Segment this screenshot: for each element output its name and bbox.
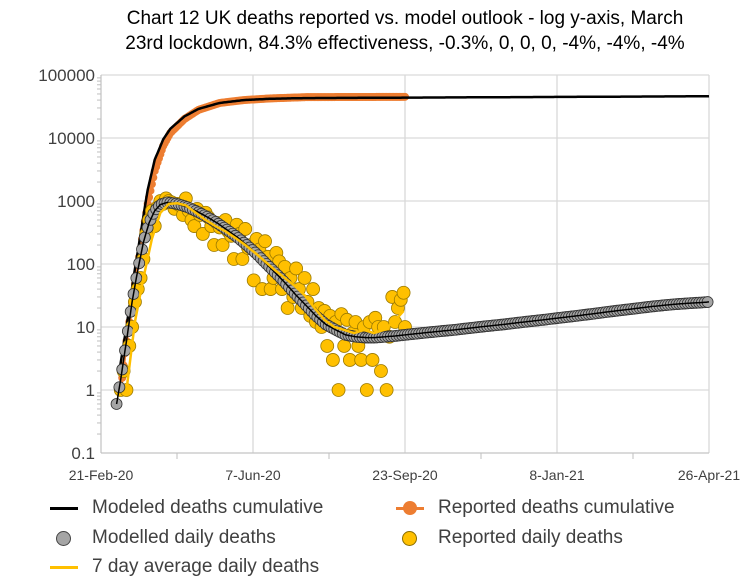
reported-daily-point (374, 364, 388, 378)
x-tick-label: 8-Jan-21 (529, 467, 584, 483)
x-tick-label: 26-Apr-21 (678, 467, 740, 483)
legend-gray-circle-icon (46, 531, 82, 546)
reported-daily-point (195, 227, 210, 241)
y-tick-label: 100 (67, 255, 95, 274)
reported-daily-point (280, 301, 295, 315)
reported-daily-point (187, 219, 202, 233)
x-tick-label: 7-Jun-20 (225, 467, 280, 483)
y-tick-label: 1000 (57, 192, 95, 211)
reported-daily-point (331, 383, 346, 397)
reported-daily-point (238, 222, 253, 236)
y-tick-label: 10000 (48, 129, 95, 148)
x-tick-label: 21-Feb-20 (69, 467, 134, 483)
reported-daily-point (297, 271, 312, 285)
y-tick-label: 0.1 (71, 444, 95, 463)
legend-modelled-daily: Modelled daily deaths (46, 527, 276, 549)
modeled-cumulative-line (118, 94, 710, 372)
legend-reported-cumulative: Reported deaths cumulative (392, 497, 675, 519)
reported-daily-point (365, 353, 380, 367)
reported-daily-point (337, 339, 352, 353)
legend-reported-daily: Reported daily deaths (392, 527, 623, 549)
y-tick-label: 100000 (38, 66, 95, 85)
chart-title-line2: 23rd lockdown, 84.3% effectiveness, -0.3… (125, 33, 685, 54)
y-tick-label: 10 (76, 318, 95, 337)
legend-label: Reported daily deaths (438, 527, 623, 548)
reported-daily-point (289, 261, 304, 276)
legend-line-yellow-icon (46, 560, 82, 574)
reported-daily-point (215, 238, 230, 252)
seven-day-average-line (125, 202, 405, 391)
legend-label: Reported deaths cumulative (438, 497, 675, 518)
reported-daily-point (258, 234, 272, 249)
x-tick-label: 23-Sep-20 (372, 467, 438, 483)
reported-daily-point (325, 353, 340, 367)
legend-label: 7 day average daily deaths (92, 556, 320, 577)
modelled-daily-line (115, 201, 710, 405)
chart-title-line1: Chart 12 UK deaths reported vs. model ou… (126, 8, 684, 29)
legend-yellow-circle-icon (392, 531, 428, 546)
reported-daily-point (235, 252, 250, 266)
y-tick-label: 1 (86, 381, 95, 400)
legend-label: Modeled deaths cumulative (92, 497, 324, 518)
reported-daily-point (396, 285, 411, 300)
reported-daily-point (320, 339, 335, 353)
reported-daily-point (306, 282, 320, 296)
reported-daily-point (246, 273, 261, 288)
legend-modeled-cumulative: Modeled deaths cumulative (46, 497, 323, 519)
reported-daily-point (359, 383, 374, 397)
legend-7day-average: 7 day average daily deaths (46, 556, 319, 578)
legend-line-black-icon (46, 501, 82, 515)
legend-orange-marker-icon (392, 501, 428, 515)
legend-label: Modelled daily deaths (92, 527, 276, 548)
reported-daily-point (379, 383, 394, 397)
